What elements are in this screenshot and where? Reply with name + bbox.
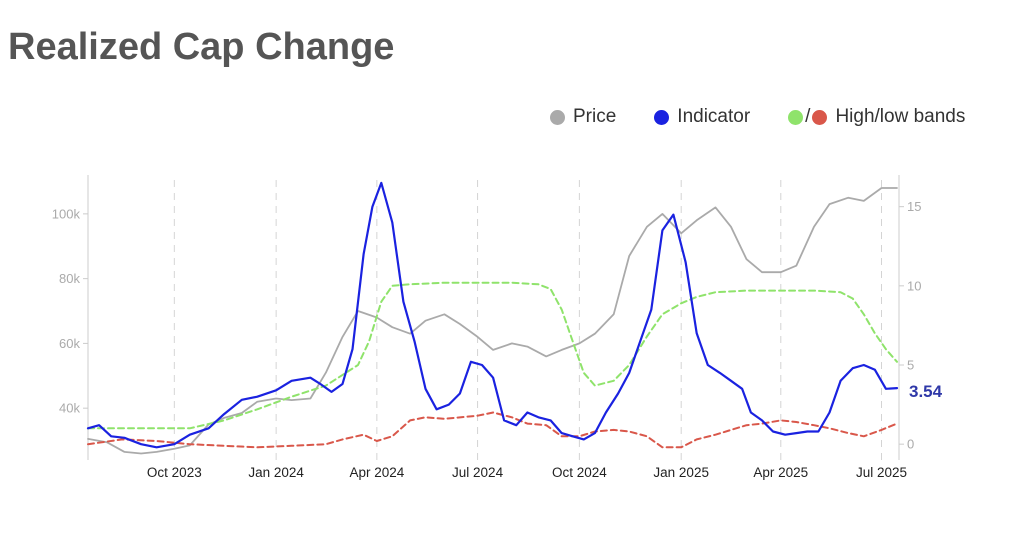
y-left-tick-label: 40k [59, 401, 80, 416]
x-tick-label: Jul 2025 [856, 465, 907, 480]
high-band-dot-icon [788, 109, 804, 125]
x-tick-label: Oct 2024 [552, 465, 607, 480]
legend-slash: / [805, 106, 811, 127]
x-tick-label: Jan 2025 [653, 465, 709, 480]
legend-item-indicator[interactable]: Indicator [654, 106, 750, 128]
y-left-tick-label: 80k [59, 271, 80, 286]
indicator-last-value-label: 3.54 [909, 382, 943, 401]
chart-title: Realized Cap Change [8, 26, 395, 68]
x-tick-label: Jul 2024 [452, 465, 504, 480]
x-tick-label: Oct 2023 [147, 465, 202, 480]
legend: Price Indicator / High/low bands [550, 105, 965, 129]
series-line-high-band [87, 281, 898, 430]
series-line-indicator [86, 181, 899, 449]
x-tick-label: Jan 2024 [248, 465, 304, 480]
legend-label-bands: High/low bands [835, 106, 966, 127]
legend-item-bands[interactable]: / High/low bands [788, 106, 965, 128]
series-line-low-band [87, 411, 898, 449]
legend-label-indicator: Indicator [677, 106, 751, 127]
y-right-tick-label: 10 [907, 278, 921, 293]
legend-item-price[interactable]: Price [550, 106, 616, 128]
y-right-tick-label: 5 [907, 358, 914, 373]
y-right-tick-label: 0 [907, 437, 914, 452]
y-right-tick-label: 15 [907, 199, 921, 214]
low-band-dot-icon [812, 109, 828, 125]
price-dot-icon [550, 109, 565, 125]
y-left-tick-label: 60k [59, 336, 80, 351]
x-tick-label: Apr 2025 [753, 465, 808, 480]
x-tick-label: Apr 2024 [349, 465, 404, 480]
legend-label-price: Price [573, 106, 617, 127]
indicator-dot-icon [654, 109, 670, 125]
series-line-price [87, 187, 898, 455]
y-left-tick-label: 100k [52, 206, 81, 221]
